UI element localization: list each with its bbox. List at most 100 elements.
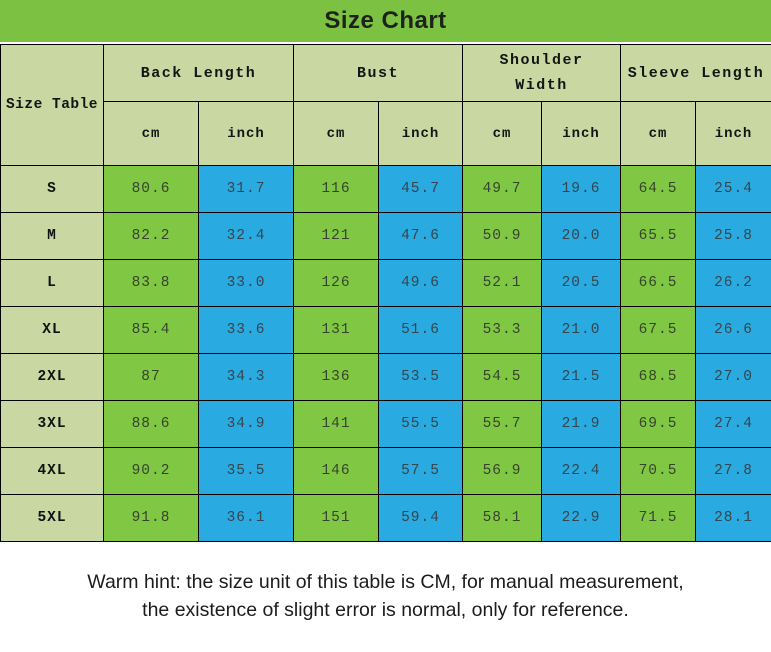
- data-cell: 20.5: [541, 259, 622, 307]
- data-cell: 35.5: [198, 447, 294, 495]
- data-cell: 50.9: [462, 212, 543, 260]
- data-cell: 87: [103, 353, 199, 401]
- data-cell: 58.1: [462, 494, 543, 542]
- data-cell: 121: [293, 212, 379, 260]
- data-cell: 31.7: [198, 165, 294, 213]
- row-size-label: 4XL: [0, 447, 104, 495]
- size-chart-table: Size Table Back Length Bust Shoulder Wid…: [0, 44, 771, 542]
- unit-header-cm: cm: [103, 101, 199, 166]
- data-cell: 33.0: [198, 259, 294, 307]
- data-cell: 67.5: [620, 306, 697, 354]
- data-cell: 32.4: [198, 212, 294, 260]
- data-cell: 65.5: [620, 212, 697, 260]
- data-cell: 19.6: [541, 165, 622, 213]
- data-cell: 55.5: [377, 400, 464, 448]
- data-cell: 131: [293, 306, 379, 354]
- data-cell: 57.5: [377, 447, 464, 495]
- data-cell: 26.6: [695, 306, 771, 354]
- data-cell: 126: [293, 259, 379, 307]
- data-cell: 91.8: [103, 494, 199, 542]
- data-cell: 68.5: [620, 353, 697, 401]
- table-row: L 83.8 33.0 126 49.6 52.1 20.5 66.5 26.2: [0, 259, 771, 307]
- group-header-back-length: Back Length: [103, 44, 294, 102]
- data-cell: 88.6: [103, 400, 199, 448]
- data-cell: 70.5: [620, 447, 697, 495]
- group-header-row: Size Table Back Length Bust Shoulder Wid…: [0, 44, 771, 166]
- data-cell: 47.6: [377, 212, 464, 260]
- data-cell: 51.6: [377, 306, 464, 354]
- table-row: XL 85.4 33.6 131 51.6 53.3 21.0 67.5 26.6: [0, 306, 771, 354]
- row-size-label: M: [0, 212, 104, 260]
- footer-line-1: Warm hint: the size unit of this table i…: [87, 571, 684, 593]
- data-cell: 21.0: [541, 306, 622, 354]
- data-cell: 21.9: [541, 400, 622, 448]
- data-cell: 25.4: [695, 165, 771, 213]
- data-cell: 141: [293, 400, 379, 448]
- page-title: Size Chart: [324, 7, 447, 34]
- data-cell: 34.3: [198, 353, 294, 401]
- data-cell: 146: [293, 447, 379, 495]
- row-size-label: L: [0, 259, 104, 307]
- data-cell: 26.2: [695, 259, 771, 307]
- title-bar: Size Chart: [0, 0, 771, 42]
- data-cell: 53.3: [462, 306, 543, 354]
- unit-header-cm: cm: [293, 101, 379, 166]
- data-cell: 20.0: [541, 212, 622, 260]
- unit-header-cm: cm: [462, 101, 543, 166]
- data-cell: 34.9: [198, 400, 294, 448]
- unit-header-inch: inch: [198, 101, 294, 166]
- footer-line-2: the existence of slight error is normal,…: [142, 599, 629, 621]
- data-cell: 116: [293, 165, 379, 213]
- table-row: M 82.2 32.4 121 47.6 50.9 20.0 65.5 25.8: [0, 212, 771, 260]
- data-cell: 25.8: [695, 212, 771, 260]
- data-cell: 36.1: [198, 494, 294, 542]
- data-cell: 83.8: [103, 259, 199, 307]
- footer-note: Warm hint: the size unit of this table i…: [0, 568, 771, 624]
- row-size-label: 5XL: [0, 494, 104, 542]
- unit-header-row: cm inch cm inch cm inch cm inch: [1, 101, 771, 166]
- table-body: S 80.6 31.7 116 45.7 49.7 19.6 64.5 25.4 M 82.2 32.…: [0, 165, 771, 542]
- data-cell: 33.6: [198, 306, 294, 354]
- data-cell: 90.2: [103, 447, 199, 495]
- data-cell: 80.6: [103, 165, 199, 213]
- table-row: 2XL 87 34.3 136 53.5 54.5 21.5 68.5 27.0: [0, 353, 771, 401]
- row-size-label: 2XL: [0, 353, 104, 401]
- group-header-shoulder-width: Shoulder Width: [462, 44, 622, 102]
- table-row: 3XL 88.6 34.9 141 55.5 55.7 21.9 69.5 27.4: [0, 400, 771, 448]
- data-cell: 82.2: [103, 212, 199, 260]
- corner-cell-size-table: Size Table: [0, 44, 104, 166]
- data-cell: 136: [293, 353, 379, 401]
- data-cell: 55.7: [462, 400, 543, 448]
- unit-header-inch: inch: [695, 101, 771, 166]
- data-cell: 151: [293, 494, 379, 542]
- data-cell: 49.6: [377, 259, 464, 307]
- data-cell: 27.0: [695, 353, 771, 401]
- table-row: 5XL 91.8 36.1 151 59.4 58.1 22.9 71.5 28.1: [0, 494, 771, 542]
- data-cell: 53.5: [377, 353, 464, 401]
- data-cell: 27.4: [695, 400, 771, 448]
- data-cell: 49.7: [462, 165, 543, 213]
- data-cell: 54.5: [462, 353, 543, 401]
- row-size-label: 3XL: [0, 400, 104, 448]
- data-cell: 85.4: [103, 306, 199, 354]
- data-cell: 45.7: [377, 165, 464, 213]
- data-cell: 56.9: [462, 447, 543, 495]
- table-row: S 80.6 31.7 116 45.7 49.7 19.6 64.5 25.4: [0, 165, 771, 213]
- data-cell: 69.5: [620, 400, 697, 448]
- data-cell: 22.4: [541, 447, 622, 495]
- group-header-bust: Bust: [292, 44, 464, 102]
- data-cell: 52.1: [462, 259, 543, 307]
- table-row: 4XL 90.2 35.5 146 57.5 56.9 22.4 70.5 27.8: [0, 447, 771, 495]
- data-cell: 64.5: [620, 165, 697, 213]
- data-cell: 66.5: [620, 259, 697, 307]
- row-size-label: XL: [0, 306, 104, 354]
- unit-header-inch: inch: [541, 101, 622, 166]
- data-cell: 28.1: [695, 494, 771, 542]
- unit-header-cm: cm: [620, 101, 697, 166]
- unit-header-inch: inch: [377, 101, 464, 166]
- data-cell: 71.5: [620, 494, 697, 542]
- row-size-label: S: [0, 165, 104, 213]
- data-cell: 21.5: [541, 353, 622, 401]
- group-header-sleeve-length: Sleeve Length: [620, 44, 771, 102]
